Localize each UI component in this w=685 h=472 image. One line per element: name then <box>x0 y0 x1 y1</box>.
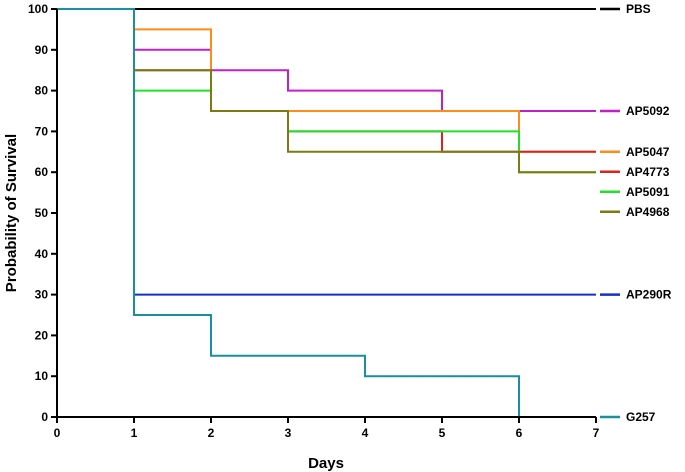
x-tick-label-3: 3 <box>285 426 292 440</box>
y-tick-label-60: 60 <box>35 165 49 179</box>
y-tick-label-100: 100 <box>28 2 48 16</box>
legend-label-ap4773: AP4773 <box>626 165 670 179</box>
y-tick-label-90: 90 <box>35 43 49 57</box>
legend-label-g257: G257 <box>626 410 656 424</box>
y-tick-label-70: 70 <box>35 124 49 138</box>
series-line-ap5047 <box>57 8 596 153</box>
legend-label-ap5091: AP5091 <box>626 185 670 199</box>
series-line-ap4773 <box>57 8 596 153</box>
legend-label-ap5047: AP5047 <box>626 145 670 159</box>
series-layer <box>57 8 596 417</box>
series-line-ap5092 <box>57 8 596 112</box>
legend-label-ap5092: AP5092 <box>626 104 670 118</box>
series-line-g257 <box>57 8 520 417</box>
x-tick-label-4: 4 <box>362 426 369 440</box>
x-tick-label-1: 1 <box>131 426 138 440</box>
y-tick-label-80: 80 <box>35 84 49 98</box>
x-axis-title: Days <box>308 455 344 472</box>
x-tick-label-6: 6 <box>516 426 523 440</box>
x-tick-label-0: 0 <box>54 426 61 440</box>
y-tick-label-50: 50 <box>35 206 49 220</box>
legend-label-pbs: PBS <box>626 2 651 16</box>
y-tick-label-30: 30 <box>35 288 49 302</box>
x-tick-label-2: 2 <box>208 426 215 440</box>
y-tick-label-10: 10 <box>35 369 49 383</box>
legend-layer: PBS AP5092 AP5047 AP4773 AP5091 AP4968 AP290R G… <box>600 2 672 424</box>
legend-label-ap290r: AP290R <box>626 288 672 302</box>
y-tick-label-20: 20 <box>35 328 49 342</box>
y-axis-title: Probability of Survival <box>3 134 20 292</box>
legend-label-ap4968: AP4968 <box>626 205 670 219</box>
y-tick-label-0: 0 <box>41 410 48 424</box>
x-tick-label-7: 7 <box>593 426 600 440</box>
y-tick-label-40: 40 <box>35 247 49 261</box>
x-tick-label-5: 5 <box>439 426 446 440</box>
